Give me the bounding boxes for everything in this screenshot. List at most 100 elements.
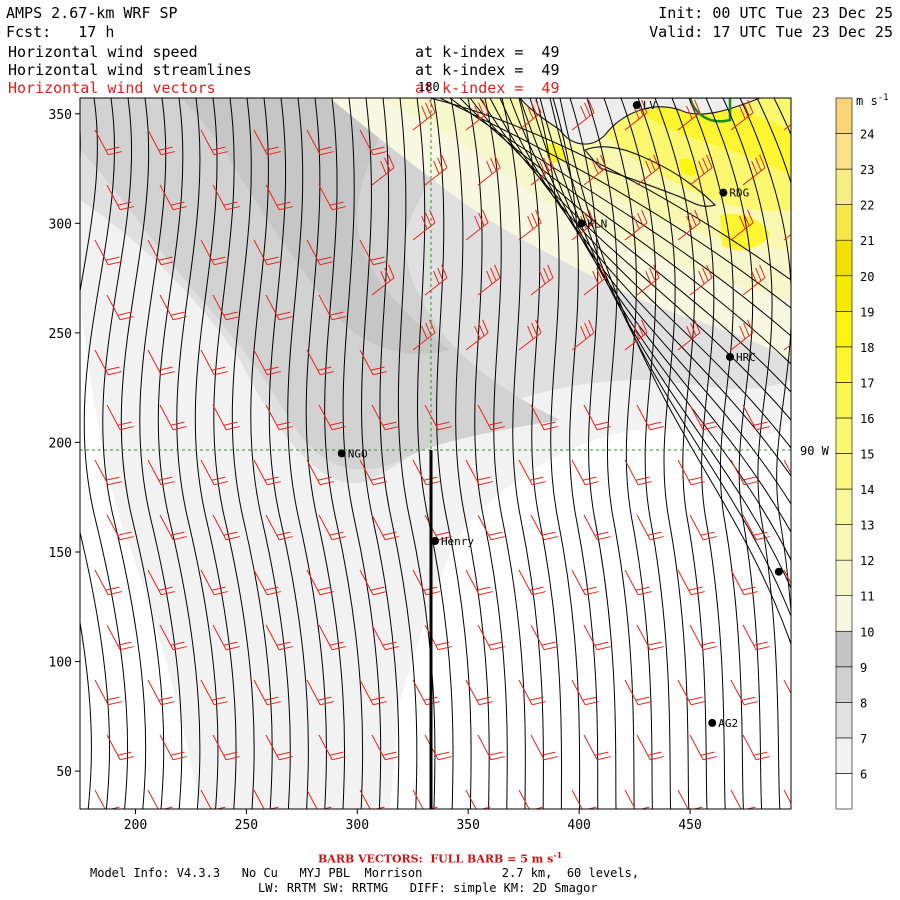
wind-barb <box>636 264 660 296</box>
wind-barb <box>94 569 122 596</box>
wind-barb <box>359 459 387 486</box>
station-label: Henry <box>441 535 474 548</box>
wind-barb <box>624 679 652 706</box>
wind-barb <box>147 679 175 706</box>
x-tick-label: 250 <box>235 818 258 833</box>
wind-barb <box>742 514 770 541</box>
wind-barb <box>624 319 648 351</box>
wind-barb <box>783 343 791 351</box>
wind-barb <box>371 514 399 541</box>
colorbar-swatch <box>835 488 853 525</box>
wind-barb <box>477 154 501 186</box>
wind-barb <box>677 569 705 596</box>
colorbar-swatch <box>835 453 853 490</box>
wind-barb <box>106 404 134 431</box>
valid-time: Valid: 17 UTC Tue 23 Dec 25 <box>649 23 893 41</box>
colorbar-tick-label: 11 <box>860 590 874 604</box>
wind-barb <box>106 624 134 651</box>
wind-barb <box>159 184 187 211</box>
wind-barb <box>94 459 122 486</box>
wind-barb <box>318 184 346 211</box>
colorbar-tick-label: 19 <box>860 305 874 319</box>
wind-barb <box>689 734 717 761</box>
streamline <box>80 122 92 809</box>
wind-barb <box>677 99 701 131</box>
wind-barb <box>412 99 436 131</box>
wind-barb <box>477 734 505 761</box>
wind-barb <box>730 99 754 131</box>
wind-barb <box>265 294 293 321</box>
stations-layer: LV RDG KLN HRC NGO Henry AG2 <box>337 99 783 730</box>
wind-barb <box>265 184 293 211</box>
wind-barb <box>571 319 595 351</box>
streamline <box>29 98 74 809</box>
wind-barb <box>200 459 228 486</box>
field-level-speed: at k-index = 49 <box>415 43 560 61</box>
streamline <box>637 98 690 809</box>
wind-barb <box>371 154 395 186</box>
colorbar-swatch <box>835 239 853 277</box>
y-tick-label: 200 <box>49 436 72 451</box>
streamline <box>231 98 273 809</box>
streamline <box>469 98 791 393</box>
streamline <box>379 98 418 809</box>
colorbar-swatch <box>835 630 853 668</box>
wind-barb <box>359 569 387 596</box>
streamline <box>620 98 672 809</box>
wind-barb <box>253 679 281 706</box>
wind-barb <box>371 734 399 761</box>
wind-barb <box>212 404 240 431</box>
colorbar-swatch <box>835 559 853 597</box>
streamline <box>450 98 490 809</box>
wind-barb <box>159 294 187 321</box>
x-tick-label: 300 <box>346 818 369 833</box>
wind-barb <box>583 154 607 186</box>
colorbar-tick-label: 15 <box>860 448 874 462</box>
wind-barb <box>212 734 240 761</box>
wind-barb <box>742 404 770 431</box>
wind-barb <box>424 264 448 296</box>
streamline <box>569 98 617 809</box>
wind-barb <box>530 264 554 296</box>
wind-barb <box>624 459 652 486</box>
wind-barb <box>94 679 122 706</box>
colorbar-swatch <box>835 382 853 419</box>
station-marker <box>719 188 728 197</box>
wind-barb <box>677 679 705 706</box>
streamline <box>213 98 255 809</box>
colorbar-swatch <box>835 133 853 170</box>
colorbar-tick-label: 20 <box>860 270 874 284</box>
streamline <box>603 98 653 809</box>
station-marker <box>708 718 717 727</box>
wind-barb <box>106 184 134 211</box>
streamline <box>439 98 791 309</box>
wind-barb <box>742 264 766 296</box>
colorbar-tick-label: 13 <box>860 519 874 533</box>
streamline <box>433 98 472 809</box>
station-label: HRC <box>736 351 756 364</box>
wind-barb <box>253 239 281 266</box>
streamline <box>102 98 147 809</box>
colorbar-tick-label: 9 <box>860 661 867 675</box>
wind-barb <box>624 209 648 241</box>
y-tick-label: 150 <box>49 546 72 561</box>
station-label: NGO <box>348 447 368 460</box>
wind-barb <box>730 459 758 486</box>
streamline <box>688 98 744 809</box>
field-name-streamlines: Horizontal wind streamlines <box>8 61 252 79</box>
wind-barb <box>530 154 554 186</box>
wind-barb <box>94 239 122 266</box>
wind-barb <box>212 624 240 651</box>
y-tick-label: 350 <box>49 108 72 123</box>
wind-barb <box>318 624 346 651</box>
wind-barb <box>742 154 766 186</box>
wind-barb <box>636 404 664 431</box>
streamline <box>586 98 635 809</box>
y-tick-label: 100 <box>49 656 72 671</box>
wind-barb <box>212 514 240 541</box>
streamlines-layer <box>29 98 791 809</box>
field-name-speed: Horizontal wind speed <box>8 43 198 61</box>
streamline <box>467 98 508 809</box>
field-level-streamlines: at k-index = 49 <box>415 61 560 79</box>
